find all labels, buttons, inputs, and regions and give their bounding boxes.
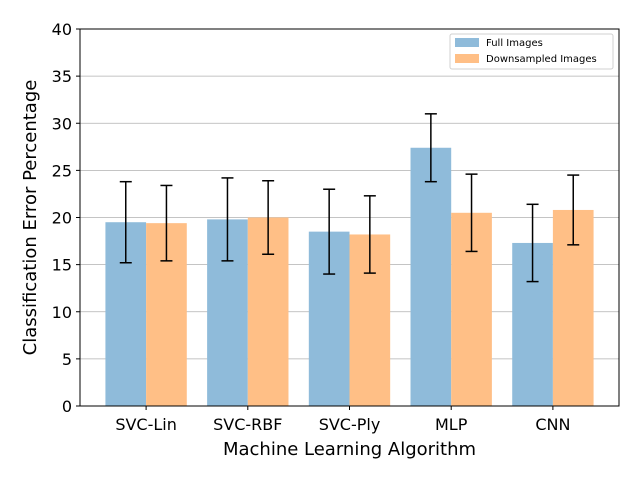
legend-swatch-downsampled-images bbox=[455, 54, 479, 63]
legend-label-downsampled-images: Downsampled Images bbox=[486, 54, 597, 65]
error-bar-full-images-svc-lin bbox=[119, 180, 132, 264]
legend-box bbox=[449, 33, 614, 70]
x-axis-ticks: SVC-Lin SVC-RBF SVC-Ply MLP CNN bbox=[115, 406, 570, 434]
error-bar-downsampled-images-svc-rbf bbox=[262, 179, 275, 256]
x-tick-label-svc-ply: SVC-Ply bbox=[319, 415, 381, 434]
y-tick-label-0: 0 bbox=[62, 397, 72, 416]
error-bar-full-images-svc-ply bbox=[323, 188, 336, 275]
y-tick-label-5: 5 bbox=[62, 350, 72, 369]
y-tick-label-10: 10 bbox=[52, 303, 72, 322]
x-tick-label-cnn: CNN bbox=[535, 415, 570, 434]
y-tick-label-25: 25 bbox=[52, 161, 72, 180]
error-bar-downsampled-images-svc-lin bbox=[160, 184, 173, 262]
error-bar-full-images-svc-rbf bbox=[221, 177, 234, 262]
error-bar-full-images-cnn bbox=[526, 203, 539, 283]
legend-swatch-full-images bbox=[455, 38, 479, 47]
y-tick-label-35: 35 bbox=[52, 67, 72, 86]
y-tick-label-30: 30 bbox=[52, 114, 72, 133]
error-bar-downsampled-images-svc-ply bbox=[363, 195, 376, 274]
y-axis-title: Classification Error Percentage bbox=[20, 80, 41, 356]
bar-full-images-mlp bbox=[410, 147, 452, 406]
x-tick-label-svc-lin: SVC-Lin bbox=[115, 415, 177, 434]
legend: Full Images Downsampled Images bbox=[449, 33, 614, 70]
legend-label-full-images: Full Images bbox=[486, 38, 543, 49]
y-axis-ticks: 0 5 10 15 20 25 30 35 40 bbox=[52, 20, 80, 416]
error-bars bbox=[119, 113, 580, 283]
y-tick-label-20: 20 bbox=[52, 209, 72, 228]
error-bar-full-images-mlp bbox=[424, 113, 437, 183]
x-tick-label-mlp: MLP bbox=[435, 415, 468, 434]
y-tick-label-15: 15 bbox=[52, 256, 72, 275]
y-tick-label-40: 40 bbox=[52, 20, 72, 39]
x-axis-title: Machine Learning Algorithm bbox=[223, 439, 476, 460]
x-tick-label-svc-rbf: SVC-RBF bbox=[213, 415, 282, 434]
error-bar-downsampled-images-mlp bbox=[465, 173, 478, 253]
error-bar-downsampled-images-cnn bbox=[567, 174, 580, 246]
